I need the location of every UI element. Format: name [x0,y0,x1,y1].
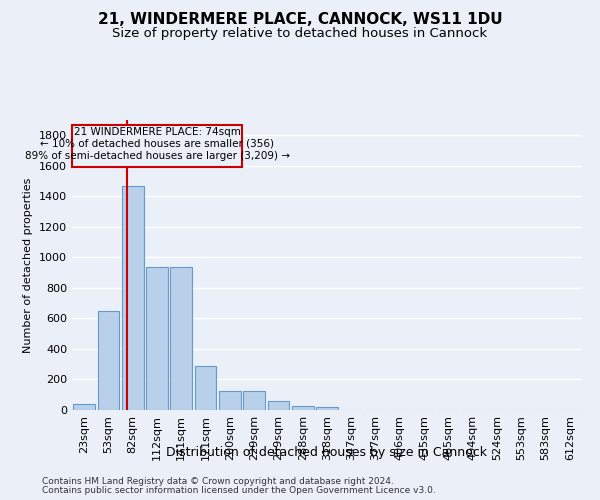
Bar [146,268,168,410]
Bar [73,404,95,410]
Bar [292,406,314,410]
Text: Contains public sector information licensed under the Open Government Licence v3: Contains public sector information licen… [42,486,436,495]
Text: Contains HM Land Registry data © Crown copyright and database right 2024.: Contains HM Land Registry data © Crown c… [42,477,394,486]
Text: Distribution of detached houses by size in Cannock: Distribution of detached houses by size … [167,446,487,459]
Bar [194,366,217,410]
Text: 21 WINDERMERE PLACE: 74sqm: 21 WINDERMERE PLACE: 74sqm [74,127,241,137]
Text: 21, WINDERMERE PLACE, CANNOCK, WS11 1DU: 21, WINDERMERE PLACE, CANNOCK, WS11 1DU [98,12,502,28]
Y-axis label: Number of detached properties: Number of detached properties [23,178,34,352]
Text: Size of property relative to detached houses in Cannock: Size of property relative to detached ho… [112,28,488,40]
Text: ← 10% of detached houses are smaller (356): ← 10% of detached houses are smaller (35… [40,138,274,148]
Bar [73,124,242,168]
Text: 89% of semi-detached houses are larger (3,209) →: 89% of semi-detached houses are larger (… [25,151,290,161]
Bar [170,268,192,410]
Bar [219,391,241,410]
Bar [243,391,265,410]
Bar [97,311,119,410]
Bar [122,186,143,410]
Bar [268,401,289,410]
Bar [316,407,338,410]
